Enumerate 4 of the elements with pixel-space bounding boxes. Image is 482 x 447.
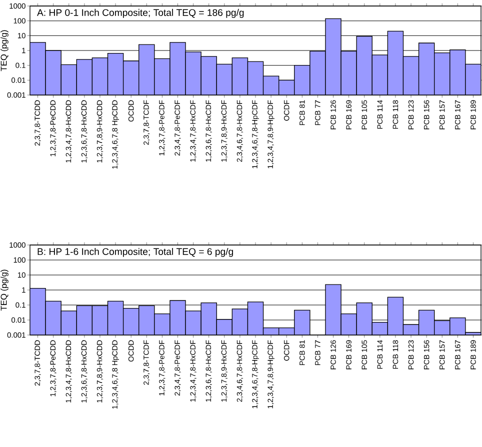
chart-title: B: HP 1-6 Inch Composite; Total TEQ = 6 pg/g bbox=[38, 248, 234, 257]
y-axis-title: TEQ (pg/g) bbox=[0, 30, 8, 72]
y-axis-title: TEQ (pg/g) bbox=[0, 270, 8, 311]
chart-title: A: HP 0-1 Inch Composite; Total TEQ = 186 pg/g bbox=[37, 8, 244, 18]
